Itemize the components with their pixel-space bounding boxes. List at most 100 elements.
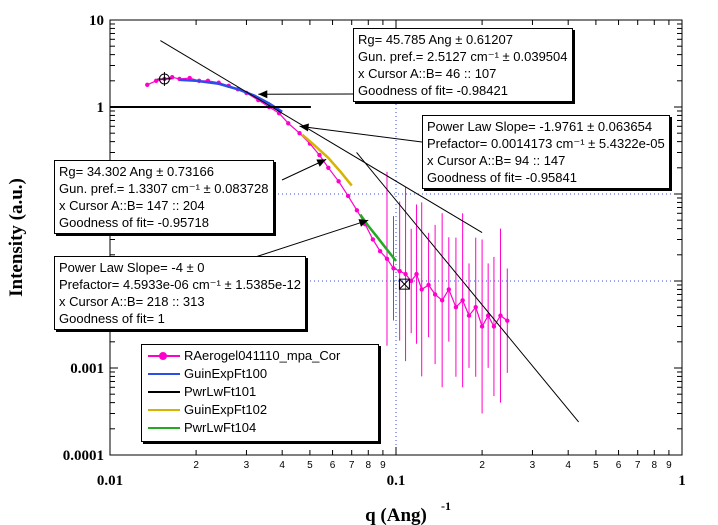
data-point xyxy=(439,298,445,303)
x-minor-tick-label: 9 xyxy=(380,460,386,471)
data-point xyxy=(370,237,376,242)
fit-line xyxy=(356,152,579,423)
data-point xyxy=(426,282,431,288)
x-tick-label: 0.1 xyxy=(387,473,406,489)
data-point xyxy=(505,318,510,323)
legend-swatch xyxy=(148,409,180,411)
y-tick-label: 0.001 xyxy=(70,361,104,377)
legend-label: RAerogel041110_mpa_Cor xyxy=(184,348,341,363)
y-tick-label: 10 xyxy=(89,13,104,29)
legend-label: PwrLwFt104 xyxy=(184,420,257,435)
legend-item: PwrLwFt101 xyxy=(142,383,378,401)
annotation-line: Goodness of fit= -0.95718 xyxy=(59,215,209,230)
annotation-arrowhead xyxy=(258,90,268,99)
annotation-line: Goodness of fit= -0.98421 xyxy=(358,83,508,98)
annotation-line: Prefactor= 4.5933e-06 cm⁻¹ ± 1.5385e-12 xyxy=(59,277,301,292)
x-minor-tick-label: 4 xyxy=(279,460,285,471)
data-point xyxy=(397,268,402,274)
fit-line xyxy=(160,40,483,234)
x-minor-tick-label: 5 xyxy=(307,460,313,471)
data-point xyxy=(408,278,414,284)
annotation-line: Power Law Slope= -4 ± 0 xyxy=(59,260,205,275)
x-minor-tick-label: 5 xyxy=(593,460,599,471)
legend-item: RAerogel041110_mpa_Cor xyxy=(142,347,378,365)
annotation-guinier-fit-2: Rg= 34.302 Ang ± 0.73166 Gun. pref.= 1.3… xyxy=(54,160,274,234)
data-point xyxy=(384,256,390,261)
x-minor-tick-label: 8 xyxy=(652,460,658,471)
annotation-line: Rg= 34.302 Ang ± 0.73166 xyxy=(59,164,214,179)
data-point xyxy=(446,287,452,292)
data-point xyxy=(336,179,341,184)
data-point xyxy=(354,208,360,213)
legend: RAerogel041110_mpa_Cor GuinExpFt100 PwrL… xyxy=(141,344,379,442)
annotation-arrowhead xyxy=(358,219,369,227)
y-axis-label: Intensity (a.u.) xyxy=(6,178,27,297)
y-tick-label: 1 xyxy=(97,100,105,116)
x-minor-tick-label: 7 xyxy=(349,460,355,471)
reference-line xyxy=(110,106,311,108)
legend-item: PwrLwFt104 xyxy=(142,419,378,437)
data-point xyxy=(432,292,438,297)
data-point xyxy=(491,324,497,329)
data-point xyxy=(479,324,485,329)
x-minor-tick-label: 3 xyxy=(244,460,250,471)
y-tick-label: 0.0001 xyxy=(63,448,104,464)
x-minor-tick-label: 7 xyxy=(635,460,641,471)
x-tick-label: 1 xyxy=(678,473,686,489)
annotation-power-law-fit-1: Power Law Slope= -1.9761 ± 0.063654 Pref… xyxy=(422,115,670,189)
data-point xyxy=(453,304,459,310)
x-minor-tick-label: 4 xyxy=(565,460,571,471)
data-point xyxy=(326,165,331,171)
legend-swatch xyxy=(148,391,180,393)
data-point xyxy=(460,298,465,303)
data-point xyxy=(466,313,472,318)
data-point xyxy=(498,313,503,318)
data-point xyxy=(317,152,322,158)
legend-label: GuinExpFt100 xyxy=(184,366,268,381)
cursor-b-marker xyxy=(398,278,410,290)
annotation-arrowhead xyxy=(299,123,309,132)
annotation-line: x Cursor A::B= 218 :: 313 xyxy=(59,294,205,309)
annotation-line: Gun. pref.= 1.3307 cm⁻¹ ± 0.083728 xyxy=(59,181,269,196)
x-minor-tick-label: 3 xyxy=(530,460,536,471)
legend-label: PwrLwFt101 xyxy=(184,384,257,399)
annotation-line: x Cursor A::B= 46 :: 107 xyxy=(358,66,497,81)
legend-marker xyxy=(159,352,167,360)
x-minor-tick-label: 2 xyxy=(479,460,485,471)
annotation-arrow xyxy=(239,219,369,263)
data-point xyxy=(153,78,159,84)
data-point xyxy=(170,75,175,80)
cursor-b-crosshair xyxy=(399,278,410,290)
annotation-line: Rg= 45.785 Ang ± 0.61207 xyxy=(358,32,513,47)
data-point xyxy=(414,271,419,277)
fit-line xyxy=(301,133,353,187)
legend-label: GuinExpFt102 xyxy=(184,402,268,417)
data-point xyxy=(473,304,478,310)
x-minor-tick-label: 6 xyxy=(616,460,622,471)
annotation-line: x Cursor A::B= 147 :: 204 xyxy=(59,198,205,213)
x-minor-tick-label: 6 xyxy=(330,460,336,471)
annotation-power-law-fit-2: Power Law Slope= -4 ± 0 Prefactor= 4.593… xyxy=(54,256,306,330)
data-point xyxy=(485,313,491,318)
annotation-line: x Cursor A::B= 94 :: 147 xyxy=(427,153,566,168)
annotation-line: Goodness of fit= -0.95841 xyxy=(427,170,577,185)
data-point xyxy=(145,82,150,87)
x-tick-label: 0.01 xyxy=(97,473,123,489)
x-minor-tick-label: 8 xyxy=(366,460,372,471)
data-point xyxy=(403,271,408,277)
data-point xyxy=(377,249,383,254)
data-point xyxy=(419,287,424,292)
fit-line xyxy=(179,78,283,113)
data-point xyxy=(286,121,291,126)
data-point xyxy=(297,130,302,136)
x-axis-label-exponent: -1 xyxy=(441,499,451,513)
annotation-arrow xyxy=(299,125,423,143)
annotation-line: Power Law Slope= -1.9761 ± 0.063654 xyxy=(427,119,653,134)
legend-swatch xyxy=(148,373,180,375)
data-point xyxy=(345,193,351,199)
legend-item: GuinExpFt102 xyxy=(142,401,378,419)
annotation-line: Goodness of fit= 1 xyxy=(59,311,165,326)
data-point xyxy=(391,266,396,271)
x-minor-tick-label: 2 xyxy=(193,460,199,471)
